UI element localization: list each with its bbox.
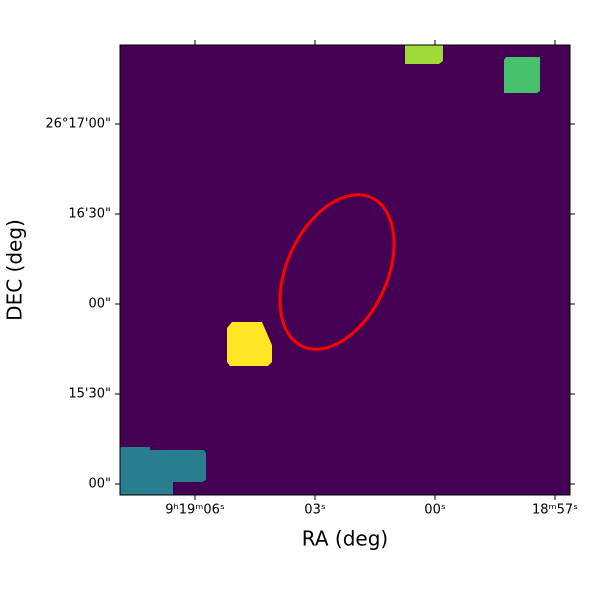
y-tick-label: 15'30" xyxy=(68,386,111,401)
y-tick-label: 00" xyxy=(88,476,111,491)
frame xyxy=(119,44,571,496)
x-tick-label: 18ᵐ57ˢ xyxy=(532,503,578,518)
y-axis-label: DEC (deg) xyxy=(3,219,27,321)
x-tick-label: 00ˢ xyxy=(424,503,446,518)
segment xyxy=(120,447,206,495)
image xyxy=(119,44,571,496)
x-tick-label: 03ˢ xyxy=(304,503,326,518)
x-tick-label: 9ʰ19ᵐ06ˢ xyxy=(165,503,225,518)
y-tick-label: 00" xyxy=(88,296,111,311)
aperture xyxy=(278,193,396,351)
y-tick-label: 16'30" xyxy=(68,206,111,221)
background-map xyxy=(120,45,570,495)
segment xyxy=(405,45,443,64)
segment xyxy=(504,57,540,93)
segment xyxy=(227,322,272,366)
y-tick-label: 26°17'00" xyxy=(45,116,111,131)
x-axis-label: RA (deg) xyxy=(302,527,388,551)
